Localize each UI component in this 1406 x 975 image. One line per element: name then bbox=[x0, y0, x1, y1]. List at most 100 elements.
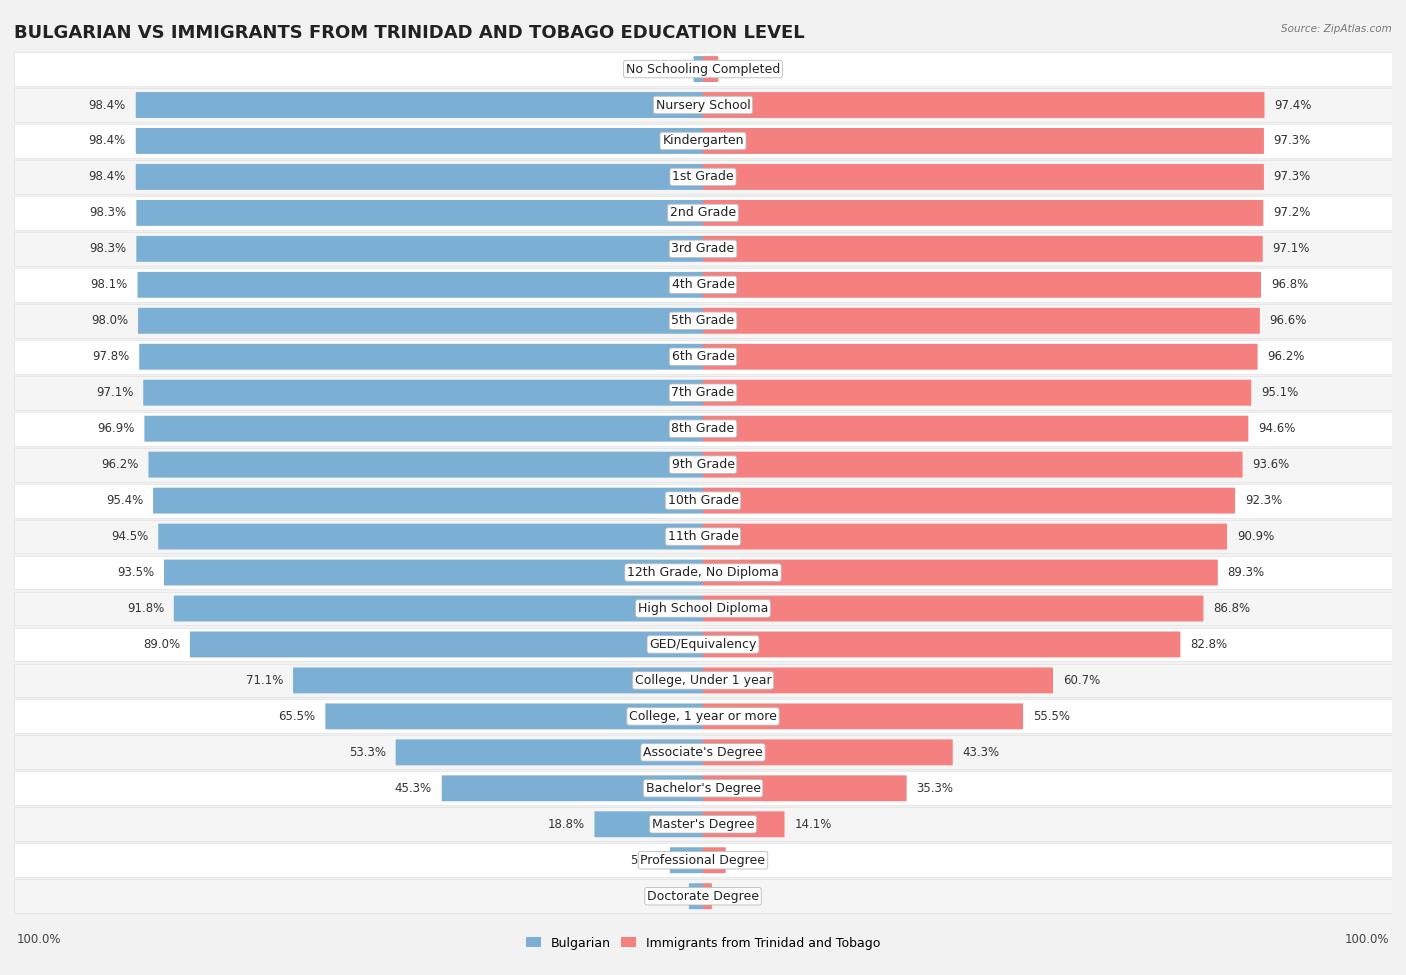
Text: 94.6%: 94.6% bbox=[1258, 422, 1295, 435]
Text: GED/Equivalency: GED/Equivalency bbox=[650, 638, 756, 651]
Text: Professional Degree: Professional Degree bbox=[641, 854, 765, 867]
FancyBboxPatch shape bbox=[139, 344, 703, 370]
Text: 1.6%: 1.6% bbox=[654, 62, 683, 75]
Text: 98.4%: 98.4% bbox=[89, 98, 127, 111]
FancyBboxPatch shape bbox=[165, 560, 703, 585]
FancyBboxPatch shape bbox=[703, 668, 1053, 693]
Text: 97.4%: 97.4% bbox=[1274, 98, 1312, 111]
FancyBboxPatch shape bbox=[703, 344, 1257, 370]
Text: 98.4%: 98.4% bbox=[89, 171, 127, 183]
Text: 91.8%: 91.8% bbox=[127, 602, 165, 615]
FancyBboxPatch shape bbox=[703, 560, 1218, 585]
FancyBboxPatch shape bbox=[149, 451, 703, 478]
FancyBboxPatch shape bbox=[138, 272, 703, 297]
Text: College, 1 year or more: College, 1 year or more bbox=[628, 710, 778, 722]
Text: 97.3%: 97.3% bbox=[1274, 171, 1310, 183]
Text: 90.9%: 90.9% bbox=[1237, 530, 1274, 543]
Text: 5.7%: 5.7% bbox=[630, 854, 661, 867]
FancyBboxPatch shape bbox=[14, 699, 1392, 733]
Text: 60.7%: 60.7% bbox=[1063, 674, 1099, 687]
FancyBboxPatch shape bbox=[136, 200, 703, 226]
Text: 9th Grade: 9th Grade bbox=[672, 458, 734, 471]
FancyBboxPatch shape bbox=[703, 415, 1249, 442]
FancyBboxPatch shape bbox=[174, 596, 703, 621]
Text: BULGARIAN VS IMMIGRANTS FROM TRINIDAD AND TOBAGO EDUCATION LEVEL: BULGARIAN VS IMMIGRANTS FROM TRINIDAD AN… bbox=[14, 24, 804, 42]
FancyBboxPatch shape bbox=[159, 524, 703, 550]
Text: 12th Grade, No Diploma: 12th Grade, No Diploma bbox=[627, 566, 779, 579]
FancyBboxPatch shape bbox=[703, 775, 907, 801]
FancyBboxPatch shape bbox=[143, 380, 703, 406]
FancyBboxPatch shape bbox=[703, 57, 718, 82]
FancyBboxPatch shape bbox=[595, 811, 703, 838]
Text: 7th Grade: 7th Grade bbox=[672, 386, 734, 399]
FancyBboxPatch shape bbox=[14, 807, 1392, 841]
Text: 98.4%: 98.4% bbox=[89, 135, 127, 147]
Text: 55.5%: 55.5% bbox=[1033, 710, 1070, 722]
Text: Nursery School: Nursery School bbox=[655, 98, 751, 111]
Text: 96.8%: 96.8% bbox=[1271, 278, 1308, 292]
FancyBboxPatch shape bbox=[14, 628, 1392, 661]
FancyBboxPatch shape bbox=[703, 92, 1264, 118]
FancyBboxPatch shape bbox=[14, 556, 1392, 590]
Text: 8th Grade: 8th Grade bbox=[672, 422, 734, 435]
FancyBboxPatch shape bbox=[703, 164, 1264, 190]
Text: 96.2%: 96.2% bbox=[101, 458, 139, 471]
Text: 6th Grade: 6th Grade bbox=[672, 350, 734, 364]
FancyBboxPatch shape bbox=[14, 268, 1392, 301]
Legend: Bulgarian, Immigrants from Trinidad and Tobago: Bulgarian, Immigrants from Trinidad and … bbox=[520, 931, 886, 955]
Text: 86.8%: 86.8% bbox=[1213, 602, 1250, 615]
Text: 43.3%: 43.3% bbox=[963, 746, 1000, 759]
FancyBboxPatch shape bbox=[136, 92, 703, 118]
Text: 5th Grade: 5th Grade bbox=[672, 314, 734, 328]
Text: 18.8%: 18.8% bbox=[547, 818, 585, 831]
FancyBboxPatch shape bbox=[703, 451, 1243, 478]
Text: Kindergarten: Kindergarten bbox=[662, 135, 744, 147]
FancyBboxPatch shape bbox=[14, 196, 1392, 230]
FancyBboxPatch shape bbox=[14, 664, 1392, 697]
Text: 96.6%: 96.6% bbox=[1270, 314, 1308, 328]
FancyBboxPatch shape bbox=[14, 375, 1392, 410]
Text: 2.4%: 2.4% bbox=[650, 890, 679, 903]
Text: 10th Grade: 10th Grade bbox=[668, 494, 738, 507]
Text: 97.1%: 97.1% bbox=[96, 386, 134, 399]
Text: 93.5%: 93.5% bbox=[117, 566, 155, 579]
Text: 14.1%: 14.1% bbox=[794, 818, 831, 831]
FancyBboxPatch shape bbox=[14, 484, 1392, 518]
Text: 89.3%: 89.3% bbox=[1227, 566, 1264, 579]
Text: 97.8%: 97.8% bbox=[93, 350, 129, 364]
Text: 65.5%: 65.5% bbox=[278, 710, 315, 722]
Text: College, Under 1 year: College, Under 1 year bbox=[634, 674, 772, 687]
Text: 95.4%: 95.4% bbox=[105, 494, 143, 507]
Text: 98.1%: 98.1% bbox=[90, 278, 128, 292]
FancyBboxPatch shape bbox=[703, 380, 1251, 406]
FancyBboxPatch shape bbox=[14, 52, 1392, 86]
FancyBboxPatch shape bbox=[703, 883, 711, 909]
FancyBboxPatch shape bbox=[689, 883, 703, 909]
Text: 93.6%: 93.6% bbox=[1253, 458, 1289, 471]
FancyBboxPatch shape bbox=[703, 128, 1264, 154]
FancyBboxPatch shape bbox=[190, 632, 703, 657]
Text: 45.3%: 45.3% bbox=[395, 782, 432, 795]
Text: 1st Grade: 1st Grade bbox=[672, 171, 734, 183]
FancyBboxPatch shape bbox=[325, 703, 703, 729]
FancyBboxPatch shape bbox=[395, 739, 703, 765]
Text: Bachelor's Degree: Bachelor's Degree bbox=[645, 782, 761, 795]
Text: 96.9%: 96.9% bbox=[97, 422, 135, 435]
Text: 71.1%: 71.1% bbox=[246, 674, 283, 687]
Text: 97.2%: 97.2% bbox=[1272, 207, 1310, 219]
Text: 3.9%: 3.9% bbox=[735, 854, 765, 867]
FancyBboxPatch shape bbox=[703, 524, 1227, 550]
Text: 98.3%: 98.3% bbox=[90, 207, 127, 219]
FancyBboxPatch shape bbox=[703, 308, 1260, 333]
FancyBboxPatch shape bbox=[14, 124, 1392, 158]
Text: No Schooling Completed: No Schooling Completed bbox=[626, 62, 780, 75]
FancyBboxPatch shape bbox=[145, 415, 703, 442]
FancyBboxPatch shape bbox=[14, 879, 1392, 914]
FancyBboxPatch shape bbox=[136, 128, 703, 154]
Text: 1.5%: 1.5% bbox=[721, 890, 751, 903]
FancyBboxPatch shape bbox=[441, 775, 703, 801]
Text: 92.3%: 92.3% bbox=[1244, 494, 1282, 507]
FancyBboxPatch shape bbox=[138, 308, 703, 333]
Text: Doctorate Degree: Doctorate Degree bbox=[647, 890, 759, 903]
FancyBboxPatch shape bbox=[703, 632, 1181, 657]
